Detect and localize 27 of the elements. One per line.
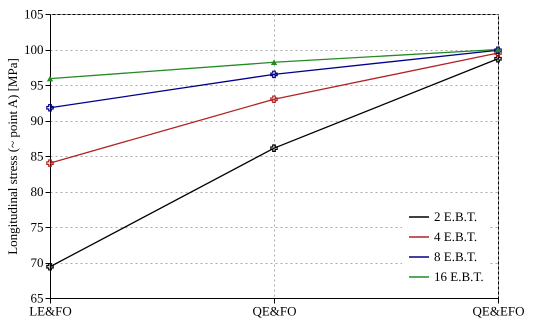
legend-label: 4 E.B.T. [434, 229, 478, 244]
y-tick-label: 95 [30, 78, 44, 92]
point [494, 49, 502, 57]
point [270, 144, 278, 152]
point [270, 70, 278, 78]
y-tick-label: 80 [30, 184, 44, 199]
point [46, 104, 54, 112]
x-tick-label: QE&EFO [472, 304, 524, 318]
y-tick-label: 105 [24, 6, 44, 22]
point [494, 54, 502, 62]
point [270, 60, 278, 66]
point [46, 159, 54, 167]
x-tick-label: LE&FO [29, 304, 72, 318]
y-tick-label: 85 [30, 148, 44, 164]
y-tick-label: 70 [30, 255, 44, 270]
point [46, 263, 54, 271]
point [46, 76, 54, 82]
legend-label: 2 E.B.T. [434, 209, 478, 224]
legend-label: 8 E.B.T. [434, 249, 478, 264]
y-tick-label: 75 [30, 220, 44, 234]
y-axis-title: Longitudinal stress (~ point A) [MPa] [5, 58, 20, 255]
y-tick-label: 65 [30, 290, 44, 306]
legend-label: 16 E.B.T. [434, 269, 484, 284]
x-tick-label: QE&FO [252, 304, 297, 318]
y-tick-label: 100 [24, 42, 44, 57]
y-tick-label: 90 [30, 113, 44, 128]
point [270, 95, 278, 103]
